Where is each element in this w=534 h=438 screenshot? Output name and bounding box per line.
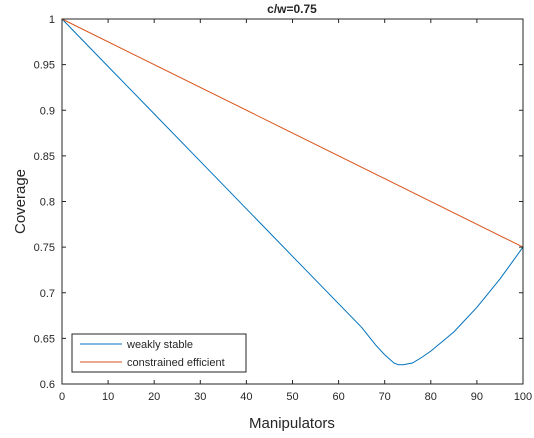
y-tick-label: 0.95 — [34, 60, 55, 72]
y-tick-label: 1 — [49, 14, 55, 26]
y-tick-label: 0.75 — [34, 242, 55, 254]
legend-box — [71, 333, 247, 373]
y-tick-label: 0.8 — [40, 197, 55, 209]
legend-label-constrained-efficient: constrained efficient — [127, 357, 225, 369]
x-tick-label: 10 — [102, 391, 114, 403]
tick-marks — [61, 18, 524, 385]
y-tick-label: 0.9 — [40, 105, 55, 117]
y-tick-label: 0.85 — [34, 151, 55, 163]
x-tick-label: 20 — [148, 391, 160, 403]
plot-area — [62, 19, 523, 384]
series-line-weakly-stable — [61, 18, 524, 366]
x-tick-label: 100 — [514, 391, 532, 403]
x-tick-label: 70 — [379, 391, 391, 403]
x-tick-label: 40 — [240, 391, 252, 403]
x-tick-label: 60 — [332, 391, 344, 403]
x-tick-label: 30 — [194, 391, 206, 403]
y-axis-title: Coverage — [12, 169, 29, 234]
legend-label-weakly-stable: weakly stable — [126, 339, 193, 351]
x-tick-label: 90 — [471, 391, 483, 403]
y-tick-label: 0.65 — [34, 333, 55, 345]
x-tick-label: 80 — [425, 391, 437, 403]
x-tick-label: 0 — [59, 391, 65, 403]
x-tick-label: 50 — [286, 391, 298, 403]
y-tick-label: 0.7 — [40, 288, 55, 300]
x-axis-title: Manipulators — [249, 415, 335, 432]
legend: weakly stable constrained efficient — [71, 333, 247, 373]
y-tick-labels: 0.6 0.65 0.7 0.75 0.8 0.85 0.9 0.95 1 — [34, 14, 55, 391]
y-tick-label: 0.6 — [40, 379, 55, 391]
x-tick-labels: 0 10 20 30 40 50 60 70 80 90 100 — [59, 391, 532, 403]
series-line-constrained-efficient — [61, 18, 524, 248]
chart-title: c/w=0.75 — [267, 2, 317, 16]
series-lines — [61, 18, 524, 366]
